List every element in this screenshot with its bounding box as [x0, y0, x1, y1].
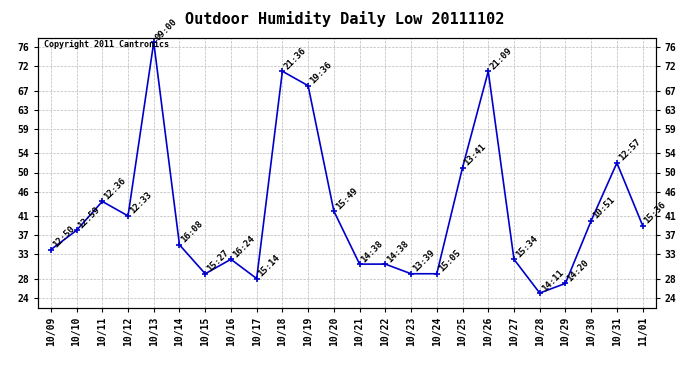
- Text: 16:24: 16:24: [231, 234, 256, 259]
- Text: 14:11: 14:11: [540, 268, 565, 293]
- Text: 10:51: 10:51: [591, 195, 617, 221]
- Text: 21:36: 21:36: [282, 46, 308, 71]
- Text: Outdoor Humidity Daily Low 20111102: Outdoor Humidity Daily Low 20111102: [186, 11, 504, 27]
- Text: Copyright 2011 Cantronics: Copyright 2011 Cantronics: [44, 40, 169, 49]
- Text: 21:09: 21:09: [489, 46, 513, 71]
- Text: 14:38: 14:38: [359, 239, 385, 264]
- Text: 13:41: 13:41: [462, 142, 488, 168]
- Text: 12:50: 12:50: [51, 224, 76, 250]
- Text: 15:36: 15:36: [642, 200, 668, 225]
- Text: 09:00: 09:00: [154, 17, 179, 42]
- Text: 12:57: 12:57: [617, 138, 642, 163]
- Text: 12:33: 12:33: [128, 190, 153, 216]
- Text: 14:20: 14:20: [565, 258, 591, 284]
- Text: 15:49: 15:49: [334, 186, 359, 211]
- Text: 13:39: 13:39: [411, 248, 436, 274]
- Text: 19:36: 19:36: [308, 60, 333, 86]
- Text: 15:34: 15:34: [514, 234, 540, 259]
- Text: 15:14: 15:14: [257, 253, 282, 279]
- Text: 15:27: 15:27: [205, 248, 230, 274]
- Text: 16:08: 16:08: [179, 219, 205, 245]
- Text: 12:59: 12:59: [77, 205, 102, 230]
- Text: 14:38: 14:38: [385, 239, 411, 264]
- Text: 12:36: 12:36: [102, 176, 128, 201]
- Text: 15:05: 15:05: [437, 248, 462, 274]
